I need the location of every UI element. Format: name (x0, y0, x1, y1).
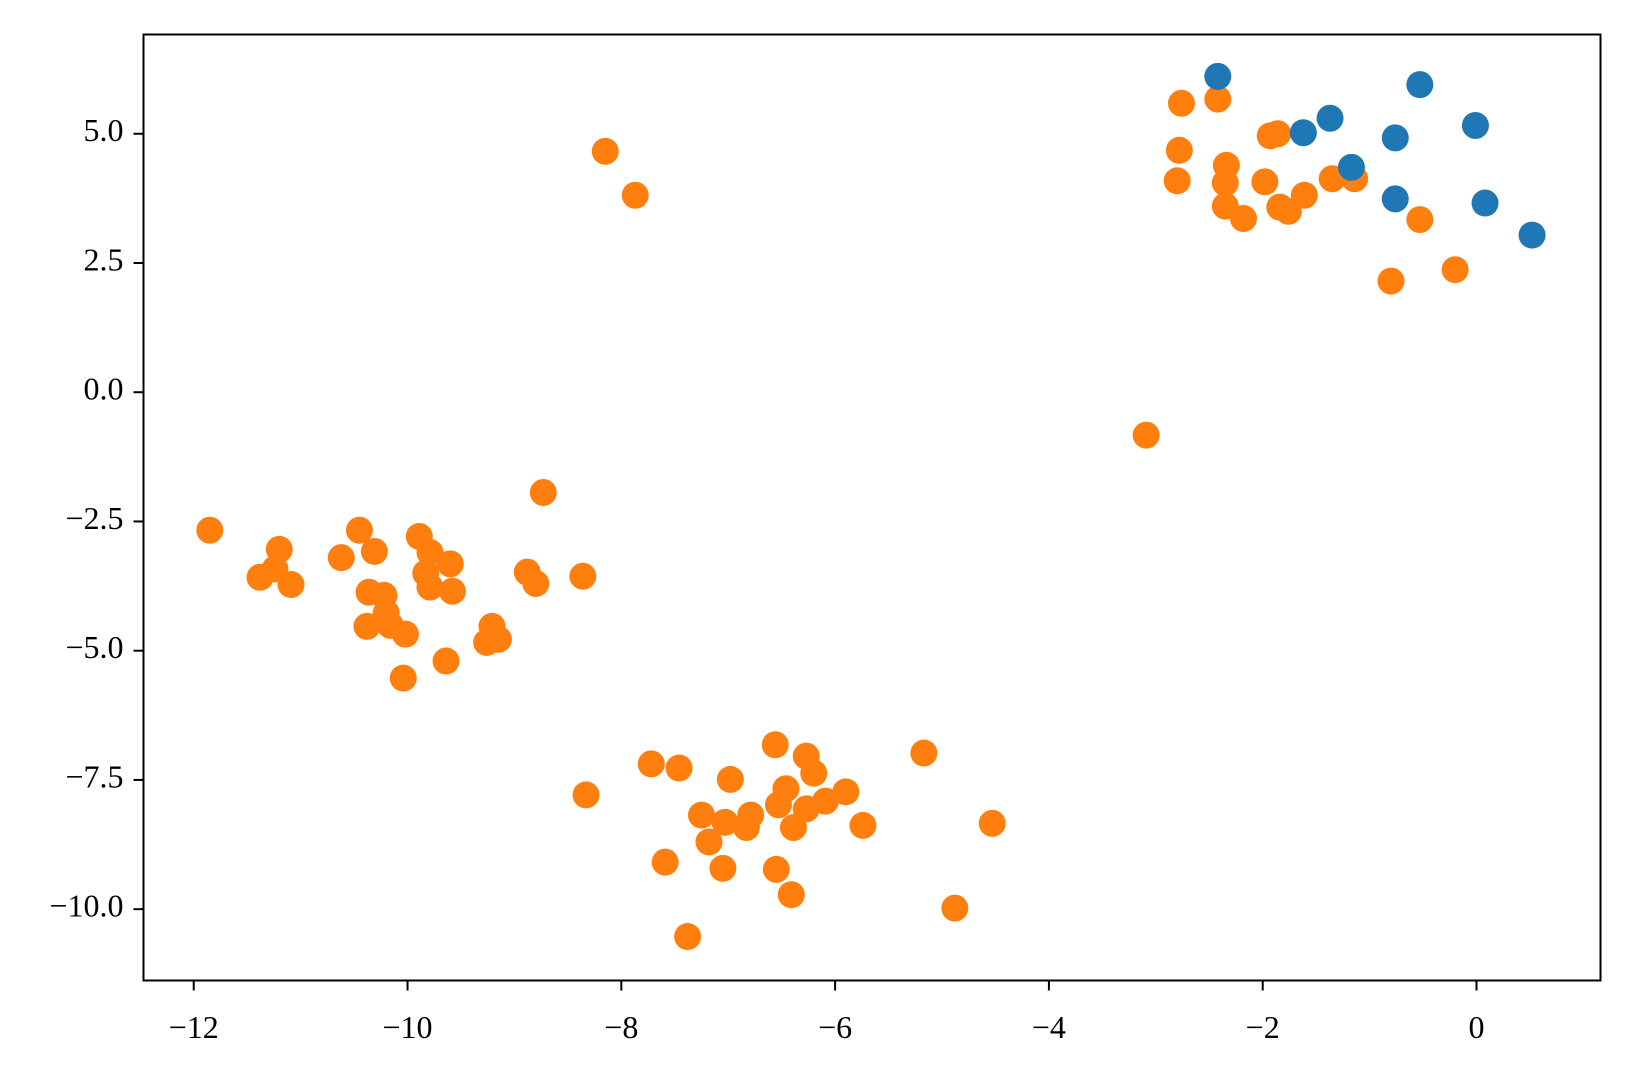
scatter-point (1518, 221, 1546, 249)
scatter-point (709, 854, 737, 882)
x-tick-label: −2 (1246, 1009, 1280, 1045)
scatter-point (779, 813, 807, 841)
scatter-point (777, 881, 805, 909)
scatter-point (1211, 169, 1239, 197)
scatter-point (416, 538, 444, 566)
scatter-point (1316, 104, 1344, 132)
scatter-point (1406, 206, 1434, 234)
scatter-point (572, 781, 600, 809)
scatter-point (473, 628, 501, 656)
x-tick-label: −6 (818, 1009, 852, 1045)
x-tick-label: 0 (1469, 1009, 1485, 1045)
scatter-point (764, 791, 792, 819)
scatter-point (1471, 189, 1499, 217)
y-tick-label: −7.5 (65, 758, 123, 794)
scatter-point (529, 479, 557, 507)
y-tick-label: 0.0 (84, 371, 124, 407)
scatter-point (345, 516, 373, 544)
scatter-point (688, 801, 715, 829)
scatter-point (353, 612, 381, 640)
scatter-point (1167, 89, 1195, 117)
scatter-point (277, 571, 305, 599)
scatter-point (522, 569, 550, 597)
scatter-point (196, 516, 224, 544)
scatter-point (978, 809, 1006, 837)
scatter-point (327, 544, 355, 572)
scatter-point (941, 894, 969, 922)
x-tick-label: −10 (383, 1009, 433, 1045)
scatter-point (1381, 124, 1409, 152)
scatter-point (1377, 267, 1405, 295)
scatter-point (1229, 205, 1257, 233)
scatter-point (569, 562, 597, 590)
scatter-point (1204, 62, 1232, 90)
scatter-point (438, 577, 466, 605)
scatter-point (832, 778, 860, 806)
scatter-point (800, 759, 828, 787)
scatter-point (591, 137, 619, 165)
y-tick-label: −2.5 (65, 500, 123, 536)
scatter-point (732, 813, 760, 841)
scatter-point (1163, 167, 1191, 195)
scatter-point (360, 537, 388, 565)
x-tick-label: −8 (604, 1009, 638, 1045)
scatter-point (436, 550, 464, 578)
scatter-point (637, 750, 665, 778)
scatter-point (1251, 168, 1279, 196)
scatter-point (432, 647, 460, 675)
scatter-point (1132, 421, 1160, 449)
y-tick-label: 5.0 (84, 112, 124, 148)
scatter-point (651, 848, 679, 876)
scatter-point (1381, 185, 1409, 213)
y-tick-label: −5.0 (65, 629, 123, 665)
scatter-point (1461, 111, 1489, 139)
y-tick-label: 2.5 (84, 241, 124, 277)
scatter-point (674, 923, 702, 951)
scatter-point (711, 808, 739, 836)
scatter-point (849, 811, 877, 839)
scatter-point (910, 739, 938, 767)
scatter-point (695, 828, 723, 856)
x-tick-label: −12 (169, 1009, 219, 1045)
y-tick-label: −10.0 (49, 888, 123, 924)
scatter-point (1204, 85, 1232, 113)
scatter-point (1441, 256, 1469, 284)
scatter-point (761, 731, 789, 759)
scatter-point (762, 855, 790, 883)
scatter-point (1290, 181, 1318, 209)
scatter-point (1337, 153, 1365, 181)
scatter-point (1289, 119, 1317, 147)
scatter-point (1406, 71, 1434, 99)
scatter-point (391, 620, 419, 648)
scatter-point (389, 664, 417, 692)
scatter-point (665, 754, 693, 782)
scatter-point (621, 181, 649, 209)
x-tick-label: −4 (1032, 1009, 1066, 1045)
scatter-point (1165, 136, 1193, 164)
scatter-point (1264, 120, 1292, 148)
plot-frame (142, 33, 1602, 982)
scatter-point (716, 765, 744, 793)
scatter-point (416, 573, 444, 601)
